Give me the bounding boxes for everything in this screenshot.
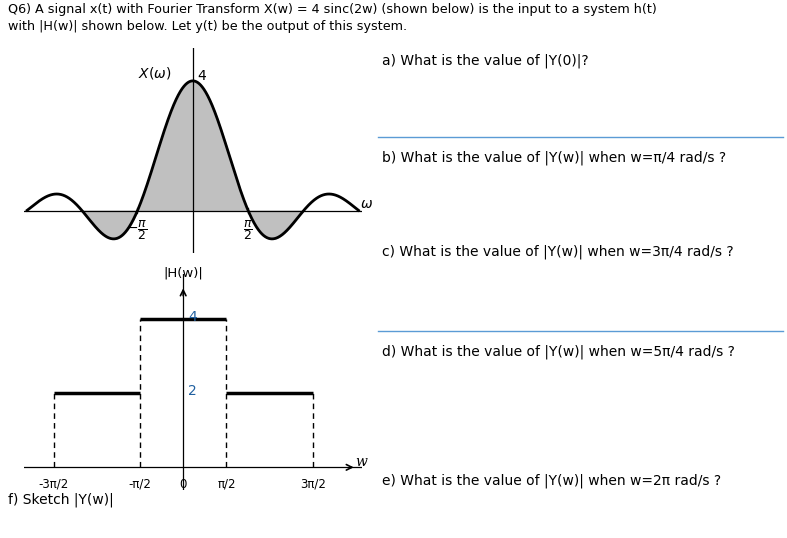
- Text: a) What is the value of |Y(0)|?: a) What is the value of |Y(0)|?: [382, 54, 589, 68]
- Text: 4: 4: [197, 69, 205, 83]
- Text: $\dfrac{\pi}{2}$: $\dfrac{\pi}{2}$: [243, 218, 253, 242]
- Text: π/2: π/2: [217, 478, 235, 491]
- Text: with |H(w)| shown below. Let y(t) be the output of this system.: with |H(w)| shown below. Let y(t) be the…: [8, 20, 407, 33]
- Text: d) What is the value of |Y(w)| when w=5π/4 rad/s ?: d) What is the value of |Y(w)| when w=5π…: [382, 344, 734, 359]
- Text: $-\dfrac{\pi}{2}$: $-\dfrac{\pi}{2}$: [127, 218, 148, 242]
- Text: 0: 0: [179, 478, 187, 491]
- Text: b) What is the value of |Y(w)| when w=π/4 rad/s ?: b) What is the value of |Y(w)| when w=π/…: [382, 151, 726, 165]
- Text: 3π/2: 3π/2: [300, 478, 326, 491]
- Text: c) What is the value of |Y(w)| when w=3π/4 rad/s ?: c) What is the value of |Y(w)| when w=3π…: [382, 245, 733, 259]
- Text: -π/2: -π/2: [128, 478, 151, 491]
- Text: $\omega$: $\omega$: [360, 196, 373, 210]
- Text: Q6) A signal x(t) with Fourier Transform X(w) = 4 sinc(2w) (shown below) is the : Q6) A signal x(t) with Fourier Transform…: [8, 3, 656, 16]
- Text: |H(w)|: |H(w)|: [164, 267, 203, 280]
- Text: w: w: [355, 455, 367, 469]
- Text: -3π/2: -3π/2: [39, 478, 68, 491]
- Text: e) What is the value of |Y(w)| when w=2π rad/s ?: e) What is the value of |Y(w)| when w=2π…: [382, 473, 721, 488]
- Text: 4: 4: [188, 310, 197, 324]
- Text: $X(\omega)$: $X(\omega)$: [139, 65, 172, 81]
- Text: f) Sketch |Y(w)|: f) Sketch |Y(w)|: [8, 492, 113, 507]
- Text: 2: 2: [188, 384, 197, 398]
